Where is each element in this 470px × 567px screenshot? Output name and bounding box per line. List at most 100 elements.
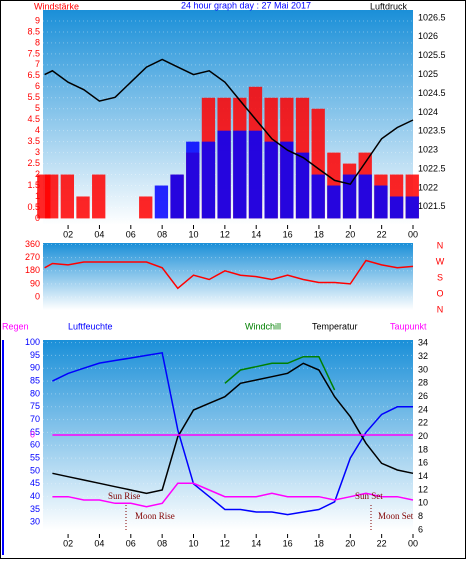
- x-tick-label: 06: [126, 229, 136, 239]
- y-tick-label: 10: [418, 498, 428, 508]
- y-tick-label: 24: [418, 404, 428, 414]
- y-tick-label: 0: [30, 429, 35, 439]
- y-tick-label: 85: [30, 375, 40, 385]
- bar: [76, 196, 90, 219]
- x-tick-label: 10: [189, 538, 199, 548]
- bar: [154, 185, 169, 219]
- x-tick-label: 14: [251, 538, 261, 548]
- bar: [186, 141, 200, 219]
- x-tick-label: 20: [345, 229, 355, 239]
- y-tick-label: 75: [30, 401, 40, 411]
- y-tick-label: 90: [30, 278, 40, 288]
- y-tick-label: 32: [418, 351, 428, 361]
- y-tick-label: 270: [25, 252, 40, 262]
- y-tick-label: 65: [30, 427, 40, 437]
- series-line: [224, 355, 336, 391]
- series-line: [52, 351, 413, 516]
- y-tick-label: 9: [35, 15, 40, 25]
- x-tick-label: 12: [220, 538, 230, 548]
- y-tick-label: 8.5: [27, 26, 40, 36]
- bar: [280, 141, 294, 219]
- y-tick-label: 12: [418, 484, 428, 494]
- series-line: [52, 362, 414, 495]
- x-tick-label: 12: [220, 229, 230, 239]
- y-tick-label: 4.5: [27, 114, 40, 124]
- series-line: [44, 58, 414, 186]
- x-tick-label: 22: [377, 229, 387, 239]
- y-tick-label: 8: [418, 511, 423, 521]
- annotation: Sun Rise: [108, 491, 140, 501]
- y-tick-label: 1026.5: [418, 12, 446, 22]
- compass-label: S: [437, 272, 443, 282]
- y-tick-label: 1022: [418, 182, 438, 192]
- bar: [374, 185, 388, 219]
- y-tick-label: 16: [418, 458, 428, 468]
- y-tick-label: 90: [30, 363, 40, 373]
- y-tick-label: 18: [418, 444, 428, 454]
- right-label: Luftdruck: [370, 1, 408, 11]
- bar: [389, 196, 404, 219]
- compass-label: W: [436, 256, 445, 266]
- y-tick-label: 2.5: [27, 158, 40, 168]
- bar: [201, 141, 216, 219]
- y-tick-label: 7.5: [27, 48, 40, 58]
- y-tick-label: 6.5: [27, 70, 40, 80]
- y-tick-label: 35: [30, 504, 40, 514]
- y-tick-label: 1021.5: [418, 201, 446, 211]
- annotation: Sun Set: [355, 491, 383, 501]
- x-tick-label: 20: [345, 538, 355, 548]
- y-tick-label: 2: [35, 169, 40, 179]
- y-tick-label: 1025: [418, 69, 438, 79]
- y-tick-label: 5.5: [27, 92, 40, 102]
- x-tick-label: 00: [408, 538, 418, 548]
- y-tick-label: 1023: [418, 145, 438, 155]
- y-tick-label: 5: [35, 103, 40, 113]
- bar: [217, 130, 231, 219]
- y-tick-label: 0: [35, 291, 40, 301]
- x-tick-label: 10: [189, 229, 199, 239]
- legend-label: Taupunkt: [390, 321, 427, 331]
- y-tick-label: 14: [418, 471, 428, 481]
- y-tick-label: 1022.5: [418, 163, 446, 173]
- y-tick-label: 95: [30, 350, 40, 360]
- x-tick-label: 22: [377, 538, 387, 548]
- x-tick-label: 02: [63, 538, 73, 548]
- y-tick-label: 8: [35, 37, 40, 47]
- legend-label: Luftfeuchte: [68, 321, 113, 331]
- y-tick-label: 360: [25, 239, 40, 249]
- bar: [295, 152, 310, 219]
- y-tick-label: 22: [418, 418, 428, 428]
- y-tick-label: 30: [30, 517, 40, 527]
- bar: [139, 196, 153, 219]
- y-tick-label: 3.5: [27, 136, 40, 146]
- y-tick-label: 1024: [418, 107, 438, 117]
- y-tick-label: 6: [35, 81, 40, 91]
- x-tick-label: 04: [94, 538, 104, 548]
- x-tick-label: 16: [283, 538, 293, 548]
- compass-label: O: [436, 288, 443, 298]
- bar: [342, 174, 357, 219]
- x-tick-label: 18: [314, 538, 324, 548]
- x-tick-label: 04: [94, 229, 104, 239]
- y-tick-label: 1025.5: [418, 50, 446, 60]
- x-tick-label: 08: [157, 538, 167, 548]
- y-tick-label: 1.5: [27, 180, 40, 190]
- x-tick-label: 08: [157, 229, 167, 239]
- y-tick-label: 180: [25, 265, 40, 275]
- x-tick-label: 16: [283, 229, 293, 239]
- legend-label: Windchill: [245, 321, 281, 331]
- y-tick-label: 55: [30, 452, 40, 462]
- y-tick-label: 1026: [418, 31, 438, 41]
- bar: [233, 130, 247, 219]
- y-tick-label: 34: [418, 338, 428, 348]
- annotation: Moon Set: [378, 511, 414, 521]
- panel-bg: [43, 243, 413, 310]
- bar: [264, 141, 278, 219]
- x-tick-label: 02: [63, 229, 73, 239]
- y-tick-label: 30: [418, 364, 428, 374]
- bar: [327, 185, 341, 219]
- y-tick-label: 1023.5: [418, 126, 446, 136]
- y-tick-label: 70: [30, 414, 40, 424]
- y-tick-label: 1024.5: [418, 88, 446, 98]
